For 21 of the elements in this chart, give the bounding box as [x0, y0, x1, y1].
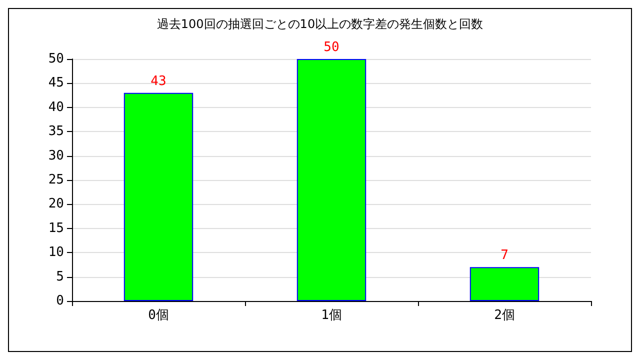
y-tick-label: 50 — [48, 52, 64, 66]
y-tick-label: 25 — [48, 172, 64, 188]
data-label: 7 — [500, 248, 508, 264]
x-tick-label: 0個 — [148, 308, 169, 323]
bar — [296, 59, 366, 301]
y-tick-label: 40 — [48, 100, 64, 115]
y-tick-label: 45 — [48, 76, 64, 91]
y-tick-label: 20 — [48, 196, 64, 212]
y-tick-label: 0 — [56, 294, 64, 308]
y-tick-label: 10 — [48, 245, 64, 260]
bar — [124, 92, 194, 301]
y-tick-label: 15 — [48, 220, 64, 236]
x-tick-label: 2個 — [494, 308, 515, 323]
y-tick-label: 5 — [56, 269, 64, 284]
bar — [470, 267, 540, 301]
chart-title: 過去100回の抽選回ごとの10以上の数字差の発生個数と回数 — [156, 17, 484, 31]
data-label: 50 — [324, 40, 340, 55]
y-tick-label: 35 — [48, 124, 64, 140]
data-label: 43 — [150, 74, 166, 89]
x-tick-label: 1個 — [321, 308, 342, 323]
y-tick-label: 30 — [48, 148, 64, 164]
